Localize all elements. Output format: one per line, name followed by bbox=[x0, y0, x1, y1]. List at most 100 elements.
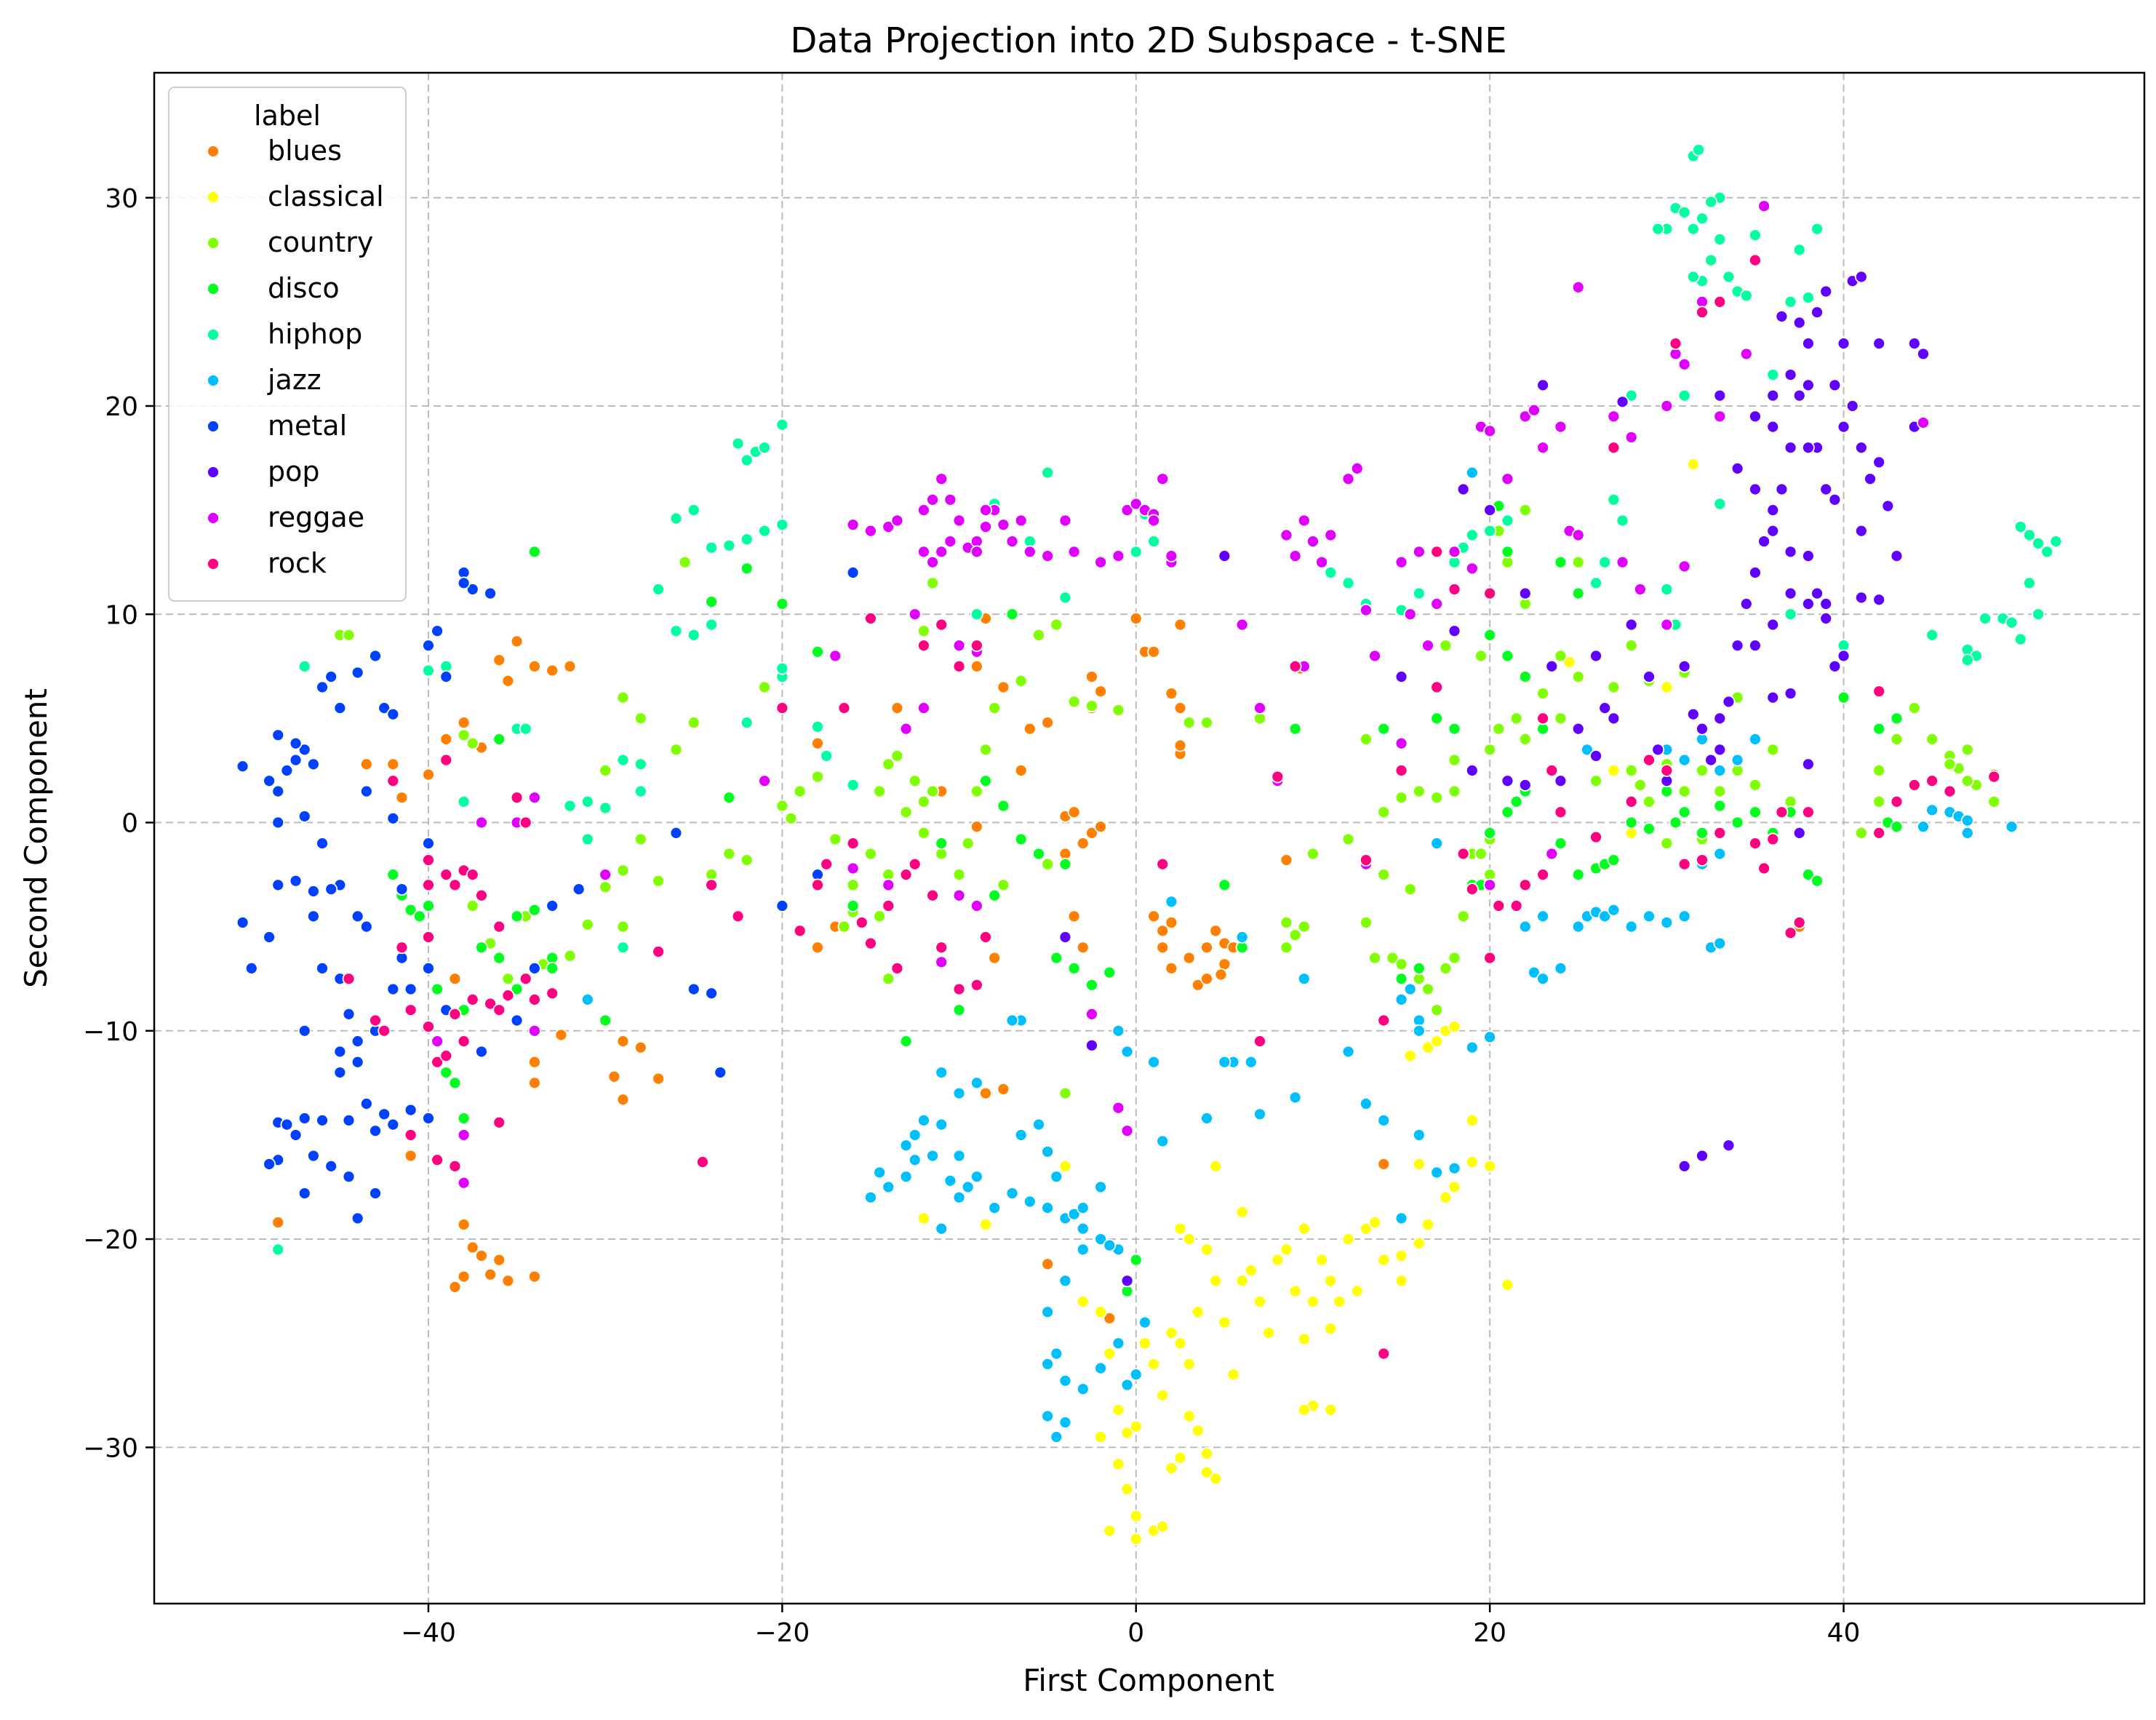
classical-point bbox=[1120, 1426, 1134, 1440]
jazz-point bbox=[1730, 753, 1744, 767]
classical-point bbox=[1226, 1368, 1240, 1382]
jazz-point bbox=[1244, 1055, 1258, 1069]
classical-point bbox=[1660, 680, 1674, 694]
legend-box bbox=[168, 87, 407, 602]
hiphop-point bbox=[758, 524, 771, 538]
classical-point bbox=[1182, 1357, 1196, 1371]
country-point bbox=[1554, 712, 1568, 725]
country-point bbox=[811, 770, 824, 784]
rock-point bbox=[1987, 770, 2001, 784]
jazz-point bbox=[917, 1113, 930, 1127]
disco-point bbox=[1430, 712, 1444, 725]
legend-item-blues: blues bbox=[207, 135, 342, 167]
disco-point bbox=[527, 903, 541, 917]
reggae-point bbox=[1757, 199, 1771, 213]
hiphop-point bbox=[669, 624, 683, 638]
pop-point bbox=[1749, 482, 1762, 496]
blues-point bbox=[457, 1218, 471, 1231]
jazz-point bbox=[1465, 1040, 1479, 1054]
reggae-point bbox=[1430, 597, 1444, 610]
rock-point bbox=[1518, 878, 1532, 892]
pop-point bbox=[1819, 284, 1833, 298]
legend-marker bbox=[207, 374, 220, 387]
jazz-point bbox=[580, 992, 594, 1006]
blues-point bbox=[527, 1076, 541, 1090]
disco-point bbox=[935, 837, 949, 851]
jazz-point bbox=[1394, 1211, 1408, 1225]
hiphop-point bbox=[1341, 576, 1355, 590]
disco-point bbox=[1554, 555, 1568, 569]
x-tick-label: −20 bbox=[754, 1618, 810, 1648]
jazz-point bbox=[1960, 826, 1974, 840]
hiphop-point bbox=[1810, 222, 1824, 236]
hiphop-point bbox=[811, 720, 824, 733]
rock-point bbox=[1156, 857, 1170, 871]
pop-point bbox=[1722, 695, 1736, 709]
disco-point bbox=[775, 597, 789, 610]
reggae-point bbox=[1368, 649, 1381, 663]
classical-point bbox=[1465, 1155, 1479, 1169]
jazz-point bbox=[899, 1170, 913, 1184]
disco-point bbox=[979, 774, 992, 788]
country-point bbox=[873, 784, 887, 798]
pop-point bbox=[1058, 931, 1072, 944]
rock-point bbox=[1677, 857, 1691, 871]
metal-point bbox=[289, 874, 303, 888]
hiphop-point bbox=[1739, 289, 1753, 303]
reggae-point bbox=[1279, 528, 1293, 542]
hiphop-point bbox=[634, 784, 647, 798]
country-point bbox=[1394, 957, 1408, 971]
jazz-point bbox=[1023, 1195, 1037, 1209]
disco-point bbox=[1642, 822, 1656, 836]
hiphop-point bbox=[1041, 466, 1055, 479]
disco-point bbox=[1554, 837, 1568, 851]
country-point bbox=[1483, 743, 1497, 757]
pop-point bbox=[1686, 707, 1700, 721]
country-point bbox=[1448, 753, 1461, 767]
classical-point bbox=[1562, 656, 1576, 669]
jazz-point bbox=[970, 1076, 983, 1090]
country-point bbox=[1377, 805, 1391, 819]
pop-point bbox=[1837, 337, 1850, 351]
jazz-point bbox=[1518, 920, 1532, 933]
legend-marker bbox=[207, 557, 220, 570]
rock-point bbox=[439, 868, 453, 881]
reggae-point bbox=[1067, 545, 1081, 559]
blues-point bbox=[988, 951, 1002, 965]
blues-point bbox=[1182, 951, 1196, 965]
metal-point bbox=[422, 639, 435, 653]
hiphop-point bbox=[634, 757, 647, 771]
jazz-point bbox=[1041, 1305, 1055, 1319]
classical-point bbox=[1182, 1233, 1196, 1246]
classical-point bbox=[1448, 1180, 1461, 1194]
reggae-point bbox=[846, 861, 860, 875]
reggae-point bbox=[1005, 535, 1019, 548]
pop-point bbox=[1784, 586, 1797, 600]
jazz-point bbox=[935, 1222, 949, 1235]
blues-point bbox=[970, 820, 983, 834]
blues-point bbox=[1147, 909, 1160, 923]
metal-point bbox=[669, 826, 683, 840]
classical-point bbox=[1244, 1264, 1258, 1277]
country-point bbox=[1607, 680, 1621, 694]
metal-point bbox=[271, 878, 285, 892]
country-point bbox=[1696, 764, 1709, 777]
pop-point bbox=[1704, 753, 1718, 767]
blues-point bbox=[554, 1028, 568, 1042]
rock-point bbox=[1872, 685, 1886, 698]
classical-point bbox=[1191, 1305, 1205, 1319]
pop-point bbox=[1775, 310, 1789, 323]
disco-point bbox=[492, 733, 506, 746]
metal-point bbox=[324, 1159, 338, 1173]
disco-point bbox=[492, 951, 506, 965]
rock-point bbox=[731, 909, 745, 923]
metal-point bbox=[714, 1066, 727, 1079]
metal-point bbox=[687, 982, 700, 996]
country-point bbox=[599, 880, 612, 894]
rock-point bbox=[1660, 764, 1674, 777]
metal-point bbox=[271, 784, 285, 798]
pop-point bbox=[1917, 347, 1930, 361]
blues-point bbox=[1165, 687, 1178, 700]
reggae-point bbox=[1465, 562, 1479, 576]
blues-point bbox=[448, 972, 462, 986]
